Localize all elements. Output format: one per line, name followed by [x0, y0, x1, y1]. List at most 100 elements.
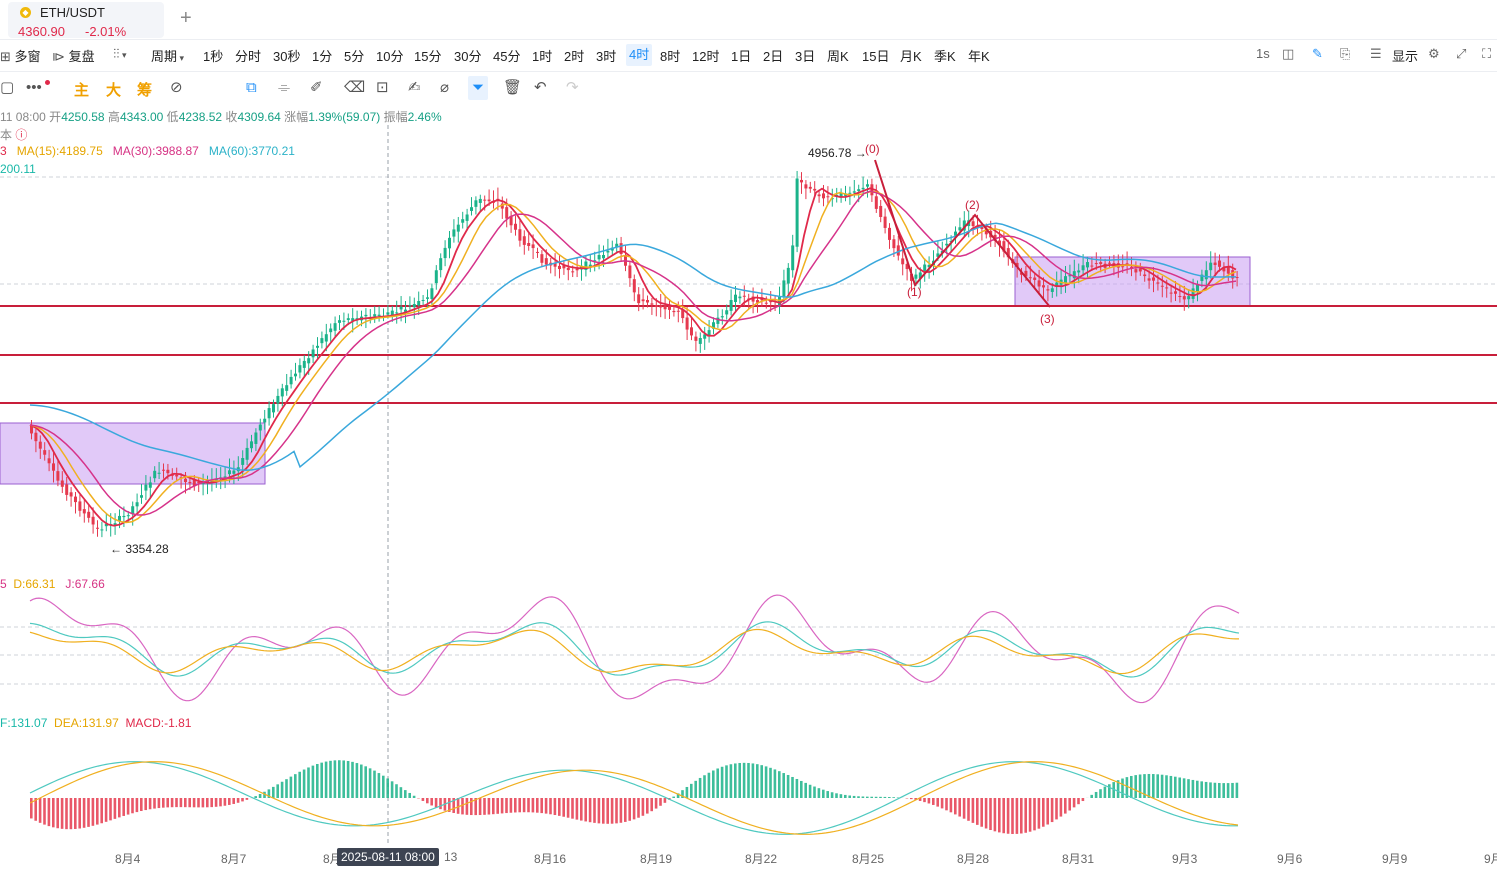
note-icon[interactable]: ✍: [408, 79, 421, 96]
lock-icon[interactable]: ⊡: [376, 79, 389, 96]
period-10[interactable]: 2时: [564, 49, 585, 64]
undo-icon[interactable]: ↶: [534, 79, 547, 96]
candle-body: [676, 310, 680, 312]
more-icon[interactable]: •••: [26, 79, 42, 96]
magnet-icon[interactable]: ⌀: [440, 79, 450, 96]
indicator-edit-icon[interactable]: ⊘: [170, 79, 183, 96]
period-18[interactable]: 周K: [827, 49, 849, 64]
macd-bar: [219, 798, 222, 807]
brush-icon[interactable]: ✐: [310, 79, 323, 96]
chart-type-button[interactable]: ⫶⫶ ▾: [113, 46, 127, 62]
macd-bar: [302, 769, 306, 798]
macd-bar: [892, 797, 895, 798]
period-4[interactable]: 5分: [344, 49, 365, 64]
rectangle-tool-icon[interactable]: ▢: [0, 79, 15, 96]
period-2[interactable]: 30秒: [273, 49, 301, 64]
copy-icon[interactable]: ⧉: [246, 79, 257, 96]
candle-body: [892, 239, 896, 249]
period-8[interactable]: 45分: [493, 49, 521, 64]
candle-body: [1072, 271, 1076, 279]
period-13[interactable]: 8时: [660, 49, 681, 64]
macd-bar: [760, 765, 763, 798]
export-icon[interactable]: ⎘: [1340, 46, 1351, 61]
macd-bar: [558, 798, 561, 816]
trash-icon[interactable]: 🗑: [503, 79, 523, 96]
macd-bar: [720, 766, 724, 798]
candle-body: [78, 501, 82, 511]
add-tab-icon[interactable]: +: [180, 7, 192, 29]
candle-body: [258, 424, 262, 431]
candle-body: [439, 258, 443, 271]
ruler-icon[interactable]: ⌯: [278, 79, 291, 96]
eraser-icon[interactable]: ⌫: [344, 79, 366, 96]
redo-icon[interactable]: ↷: [566, 79, 579, 96]
period-12[interactable]: 4时: [626, 44, 653, 66]
fullscreen-icon[interactable]: ⤢: [1456, 46, 1467, 61]
display-button[interactable]: 显示: [1392, 49, 1419, 64]
expand-icon[interactable]: ⛶: [1482, 46, 1492, 61]
period-19[interactable]: 15日: [862, 49, 890, 64]
kdj-j-value: J:67.66: [65, 577, 105, 591]
pencil-icon[interactable]: ✎: [1312, 46, 1323, 61]
period-16[interactable]: 2日: [763, 49, 784, 64]
candle-body: [936, 253, 940, 257]
gear-icon[interactable]: ⚙: [1428, 46, 1440, 61]
macd-bar: [280, 781, 284, 798]
period-15[interactable]: 1日: [731, 49, 752, 64]
chart-canvas[interactable]: 4956.78 → ← 3354.28 (0) (1) (2) (3): [0, 105, 1497, 850]
macd-bar: [742, 762, 746, 798]
macd-bar: [712, 770, 715, 798]
chips-button[interactable]: 筹: [137, 82, 153, 99]
refresh-interval-button[interactable]: 1s: [1256, 46, 1270, 61]
period-3[interactable]: 1分: [312, 49, 333, 64]
macd-bar: [1174, 776, 1177, 798]
macd-bar: [52, 798, 55, 828]
period-6[interactable]: 15分: [414, 49, 442, 64]
macd-bar: [135, 798, 139, 813]
candle-body: [1156, 282, 1160, 284]
period-17[interactable]: 3日: [795, 49, 816, 64]
macd-bar: [782, 773, 785, 798]
candle-body: [602, 254, 605, 259]
candle-body: [764, 302, 768, 304]
filter-icon[interactable]: ⏷: [468, 76, 489, 100]
macd-bar: [1196, 780, 1199, 798]
macd-bar: [839, 794, 843, 798]
period-7[interactable]: 30分: [454, 49, 482, 64]
big-order-button[interactable]: 大: [106, 82, 122, 99]
candle-body: [1160, 285, 1164, 287]
macd-bar: [619, 798, 623, 823]
period-9[interactable]: 1时: [532, 49, 553, 64]
multi-window-button[interactable]: ⊞ 多窗: [0, 46, 41, 65]
period-11[interactable]: 3时: [596, 49, 617, 64]
period-14[interactable]: 12时: [692, 49, 720, 64]
camera-icon[interactable]: ◫: [1282, 46, 1295, 61]
macd-bar: [610, 798, 614, 824]
macd-bar: [113, 798, 117, 819]
info-circle-icon[interactable]: ⓘ: [15, 128, 28, 142]
candle-body: [822, 193, 825, 199]
candle-body: [373, 314, 377, 317]
period-dropdown[interactable]: 周期 ▾: [151, 46, 184, 65]
symbol-tab[interactable]: ◆ ETH/USDT 4360.90 -2.01%: [8, 2, 164, 39]
period-22[interactable]: 年K: [968, 49, 990, 64]
main-indicator-button[interactable]: 主: [74, 82, 90, 99]
period-20[interactable]: 月K: [900, 49, 922, 64]
period-0[interactable]: 1秒: [203, 49, 224, 64]
period-21[interactable]: 季K: [934, 49, 956, 64]
candle-body: [316, 345, 319, 348]
period-5[interactable]: 10分: [376, 49, 404, 64]
candle-body: [522, 236, 526, 245]
candle-body: [984, 228, 988, 235]
wave-label-3: (3): [1040, 312, 1055, 326]
list-icon[interactable]: ☰: [1370, 46, 1382, 61]
boll-value: 200.11: [0, 162, 36, 176]
macd-bar: [1090, 794, 1093, 798]
replay-button[interactable]: ⧐ 复盘: [52, 46, 95, 65]
macd-bar: [461, 798, 464, 815]
high-value: 4343.00: [119, 110, 164, 124]
macd-bar: [822, 789, 825, 798]
candle-body: [474, 200, 478, 207]
period-1[interactable]: 分时: [235, 49, 262, 64]
candle-body: [276, 395, 280, 404]
